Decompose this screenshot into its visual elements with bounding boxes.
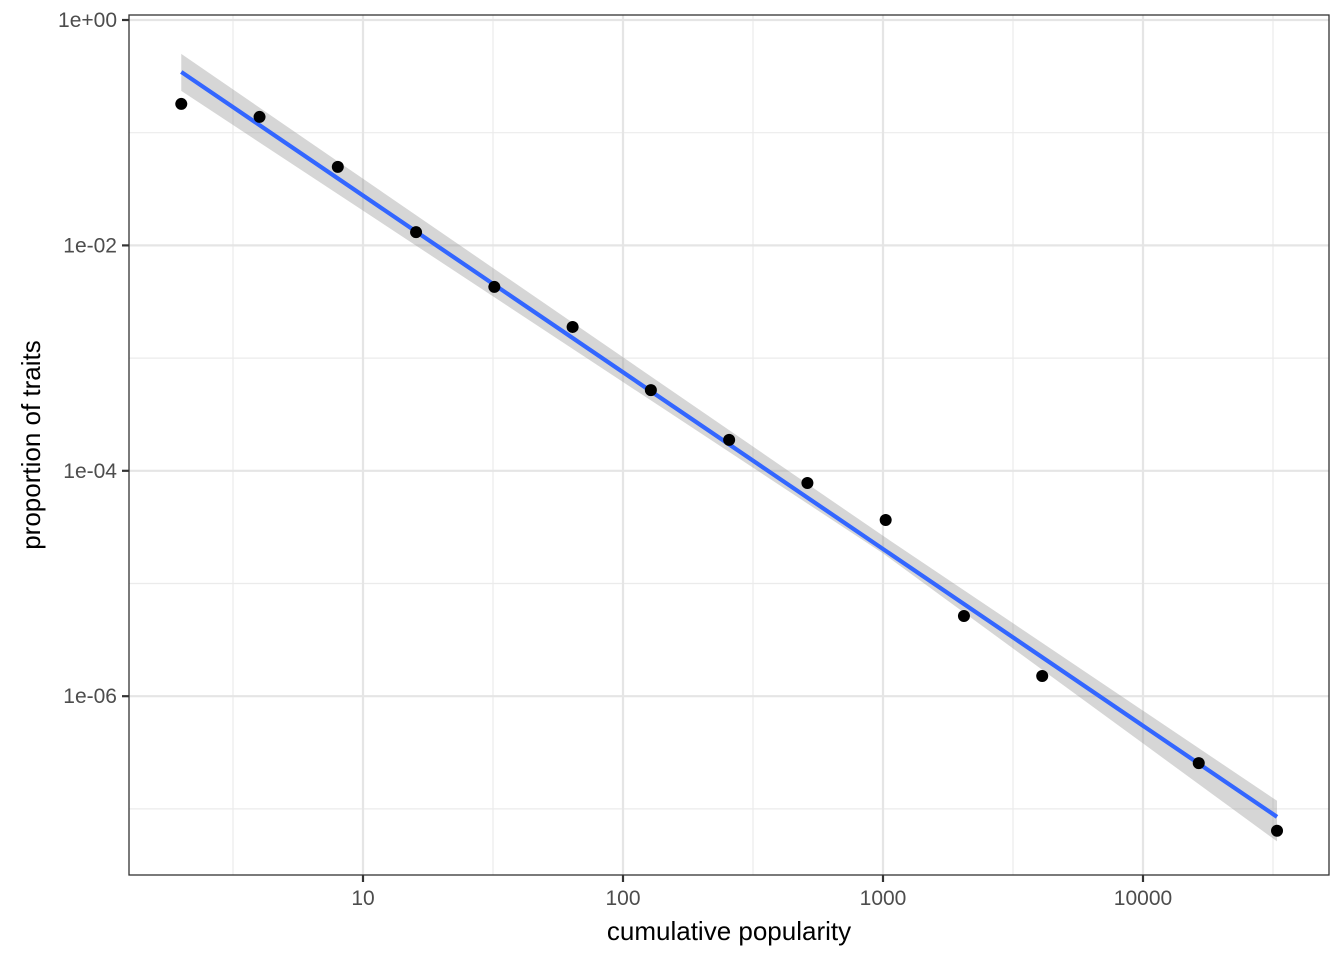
data-point xyxy=(488,280,501,293)
grid-minor xyxy=(129,15,1329,875)
confidence-band-area xyxy=(181,53,1278,842)
confidence-band xyxy=(181,53,1278,842)
grid-major xyxy=(129,15,1329,875)
data-point xyxy=(644,384,657,397)
x-tick-label: 10000 xyxy=(1114,887,1172,910)
y-tick-label: 1e-06 xyxy=(63,685,117,708)
data-points xyxy=(175,97,1284,837)
y-tick-label: 1e+00 xyxy=(58,9,117,32)
data-point xyxy=(1192,757,1205,770)
y-tick-label: 1e-02 xyxy=(63,234,117,257)
data-point xyxy=(410,226,423,239)
data-point xyxy=(566,320,579,333)
x-axis-title: cumulative popularity xyxy=(607,916,851,946)
x-tick-label: 1000 xyxy=(860,887,907,910)
x-tick-label: 100 xyxy=(605,887,640,910)
data-point xyxy=(253,110,266,123)
data-point xyxy=(175,97,188,110)
data-point xyxy=(1271,824,1284,837)
data-point xyxy=(331,160,344,173)
data-point xyxy=(957,609,970,622)
y-axis-ticks: 1e+00 1e-02 1e-04 1e-06 xyxy=(58,9,129,708)
x-axis-ticks: 10 100 1000 10000 xyxy=(351,875,1172,910)
y-tick-label: 1e-04 xyxy=(63,460,117,483)
y-axis-title: proportion of traits xyxy=(16,340,46,550)
plot-border xyxy=(128,14,1330,876)
data-point xyxy=(801,476,814,489)
data-point xyxy=(723,433,736,446)
data-point xyxy=(879,513,892,526)
x-tick-label: 10 xyxy=(351,887,374,910)
data-point xyxy=(1036,670,1049,683)
